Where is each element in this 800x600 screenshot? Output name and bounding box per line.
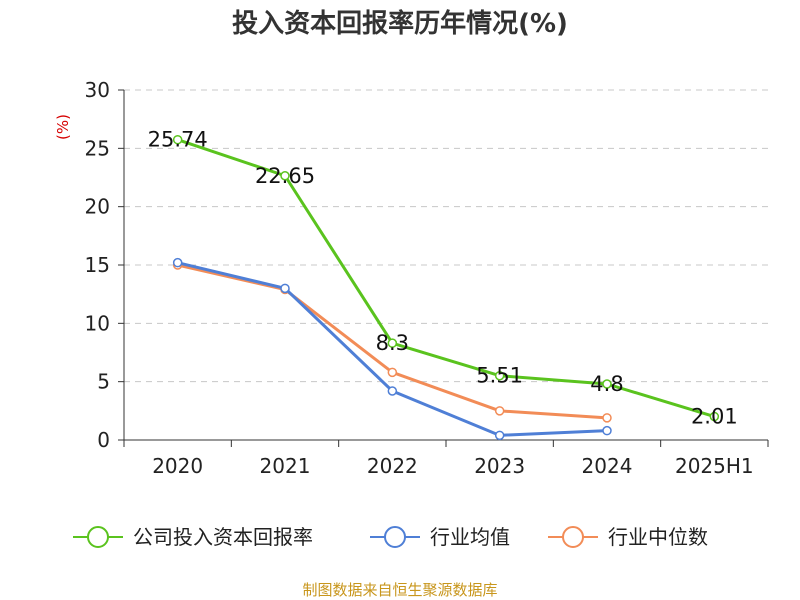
point-0-2024 xyxy=(602,379,612,389)
x-tick-label-2022: 2022 xyxy=(367,454,418,478)
y-tick-label-5: 5 xyxy=(97,370,110,394)
y-tick-label-10: 10 xyxy=(85,311,110,335)
legend-item-2: 行业中位数 xyxy=(548,525,708,549)
legend-item-0: 公司投入资本回报率 xyxy=(73,525,313,549)
point-0-2025H1 xyxy=(709,411,720,422)
legend-label-1: 行业均值 xyxy=(430,525,510,549)
point-0-2021 xyxy=(280,171,290,181)
legend-marker-2 xyxy=(562,526,584,548)
point-1-2023 xyxy=(494,430,505,441)
chart-title: 投入资本回报率历年情况(%) xyxy=(232,8,568,39)
series-line-0 xyxy=(177,138,715,418)
data-label-2020: 25.74 xyxy=(148,128,208,152)
point-1-2020 xyxy=(172,257,183,268)
data-labels: 25.74 22.65 8.3 5.51 4.8 2.01 xyxy=(148,128,738,429)
x-tick-label-2020: 2020 xyxy=(152,454,203,478)
x-tick-label-2023: 2023 xyxy=(474,454,525,478)
point-0-2022 xyxy=(387,338,398,348)
point-1-2024 xyxy=(602,425,612,436)
legend-label-0: 公司投入资本回报率 xyxy=(133,525,313,549)
point-2-2023 xyxy=(494,406,505,416)
y-tick-label-20: 20 xyxy=(85,195,110,219)
x-tick-label-2024: 2024 xyxy=(582,454,633,478)
y-tick-label-25: 25 xyxy=(85,136,110,160)
point-1-2021 xyxy=(280,283,290,294)
source-note: 制图数据来自恒生聚源数据库 xyxy=(302,581,497,599)
data-label-2024: 4.8 xyxy=(590,372,623,396)
legend-item-1: 行业均值 xyxy=(370,525,510,549)
legend-marker-0 xyxy=(87,526,109,548)
data-label-2025H1: 2.01 xyxy=(691,405,738,429)
point-2-2024 xyxy=(602,413,612,423)
y-tick-label-15: 15 xyxy=(85,253,110,277)
series-layer xyxy=(172,134,720,441)
data-label-2022: 8.3 xyxy=(376,331,409,355)
point-1-2022 xyxy=(387,386,398,396)
grid-lines xyxy=(124,89,768,383)
axes: 0 5 10 15 20 25 30 2020 2021 2022 2023 2024 2025H1 xyxy=(85,78,769,478)
y-tick-label-0: 0 xyxy=(97,428,110,452)
legend-label-2: 行业中位数 xyxy=(608,525,708,549)
point-2-2022 xyxy=(387,367,398,378)
y-axis-unit: (%) xyxy=(54,114,72,140)
x-tick-label-2025H1: 2025H1 xyxy=(675,454,754,478)
data-label-2023: 5.51 xyxy=(476,364,523,388)
point-0-2020 xyxy=(172,134,183,145)
data-label-2021: 22.65 xyxy=(255,164,315,188)
y-tick-label-30: 30 xyxy=(85,78,110,102)
legend: 公司投入资本回报率 行业均值 行业中位数 xyxy=(73,525,708,549)
point-0-2023 xyxy=(494,370,505,381)
x-tick-label-2021: 2021 xyxy=(260,454,311,478)
legend-marker-1 xyxy=(384,526,406,548)
